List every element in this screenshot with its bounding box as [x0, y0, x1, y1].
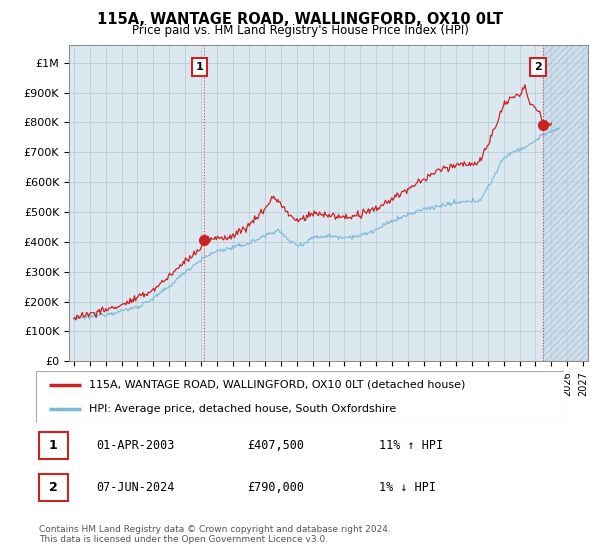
Text: £407,500: £407,500 [247, 439, 304, 452]
Text: 115A, WANTAGE ROAD, WALLINGFORD, OX10 0LT (detached house): 115A, WANTAGE ROAD, WALLINGFORD, OX10 0L… [89, 380, 465, 390]
Text: 2: 2 [49, 481, 58, 494]
Text: 2: 2 [534, 62, 542, 72]
Text: 1% ↓ HPI: 1% ↓ HPI [379, 481, 436, 494]
Bar [542, 45, 588, 361]
Text: £790,000: £790,000 [247, 481, 304, 494]
Text: 1: 1 [49, 439, 58, 452]
Text: Contains HM Land Registry data © Crown copyright and database right 2024.: Contains HM Land Registry data © Crown c… [39, 525, 391, 534]
Bar [38, 474, 68, 501]
Text: 1: 1 [196, 62, 203, 72]
Text: Price paid vs. HM Land Registry's House Price Index (HPI): Price paid vs. HM Land Registry's House … [131, 24, 469, 37]
Bar [38, 432, 68, 459]
Text: This data is licensed under the Open Government Licence v3.0.: This data is licensed under the Open Gov… [39, 535, 328, 544]
Text: 07-JUN-2024: 07-JUN-2024 [97, 481, 175, 494]
Text: 11% ↑ HPI: 11% ↑ HPI [379, 439, 443, 452]
Text: HPI: Average price, detached house, South Oxfordshire: HPI: Average price, detached house, Sout… [89, 404, 396, 414]
Text: 01-APR-2003: 01-APR-2003 [97, 439, 175, 452]
Text: 115A, WANTAGE ROAD, WALLINGFORD, OX10 0LT: 115A, WANTAGE ROAD, WALLINGFORD, OX10 0L… [97, 12, 503, 27]
